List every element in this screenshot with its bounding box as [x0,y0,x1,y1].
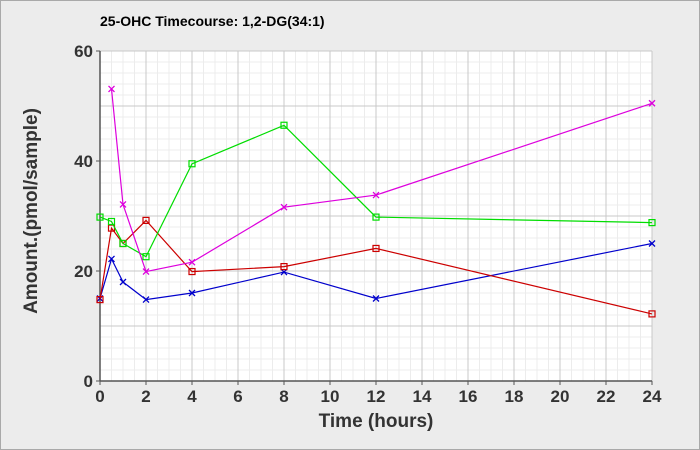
data-point [648,219,656,227]
data-point [648,240,656,247]
data-point [96,213,104,221]
data-point [119,200,127,208]
data-point [372,244,380,253]
x-tick-label: 8 [279,387,288,406]
data-point [108,85,115,93]
data-point [648,99,656,107]
data-point [280,263,288,271]
data-point [280,121,288,129]
x-tick-label: 6 [233,387,242,406]
x-tick-label: 0 [95,387,104,406]
data-point [372,213,380,221]
series-3 [96,121,656,261]
x-tick-label: 22 [597,387,616,406]
x-tick-label: 10 [321,387,340,406]
x-tick-label: 12 [367,387,386,406]
y-tick-label: 60 [74,42,93,61]
data-point [142,253,150,261]
x-tick-label: 18 [505,387,524,406]
data-point [108,255,115,263]
data-point [142,296,150,304]
x-tick-label: 20 [551,387,570,406]
data-point [372,295,380,302]
chart-title: 25-OHC Timecourse: 1,2-DG(34:1) [100,13,325,29]
x-axis-label: Time (hours) [319,411,434,432]
y-tick-label: 20 [74,262,93,281]
data-point [96,296,104,304]
x-axis-ticks: 0 2 4 6 8 10 12 14 16 18 20 22 24 [95,381,662,406]
x-tick-label: 2 [141,387,150,406]
data-point [142,268,150,276]
x-tick-label: 16 [459,387,478,406]
series-line [99,242,653,301]
data-point [188,267,196,276]
data-point [107,217,116,226]
data-point [119,239,127,248]
y-axis-ticks: 0 20 40 60 [74,42,100,391]
data-point [188,289,196,297]
data-point [372,191,380,199]
data-point [188,258,196,266]
data-point [648,310,656,318]
x-tick-label: 4 [187,387,197,406]
data-point [188,160,196,168]
data-point [280,203,288,211]
series-line [99,124,653,258]
series-4 [108,85,656,276]
y-tick-label: 0 [84,372,93,391]
x-tick-label: 24 [643,387,662,406]
y-tick-label: 40 [74,152,93,171]
y-axis-label: Amount.(pmol/sample) [21,108,42,314]
series-layer [96,85,656,318]
x-tick-label: 14 [413,387,432,406]
data-point [142,216,150,224]
data-point [119,278,127,286]
